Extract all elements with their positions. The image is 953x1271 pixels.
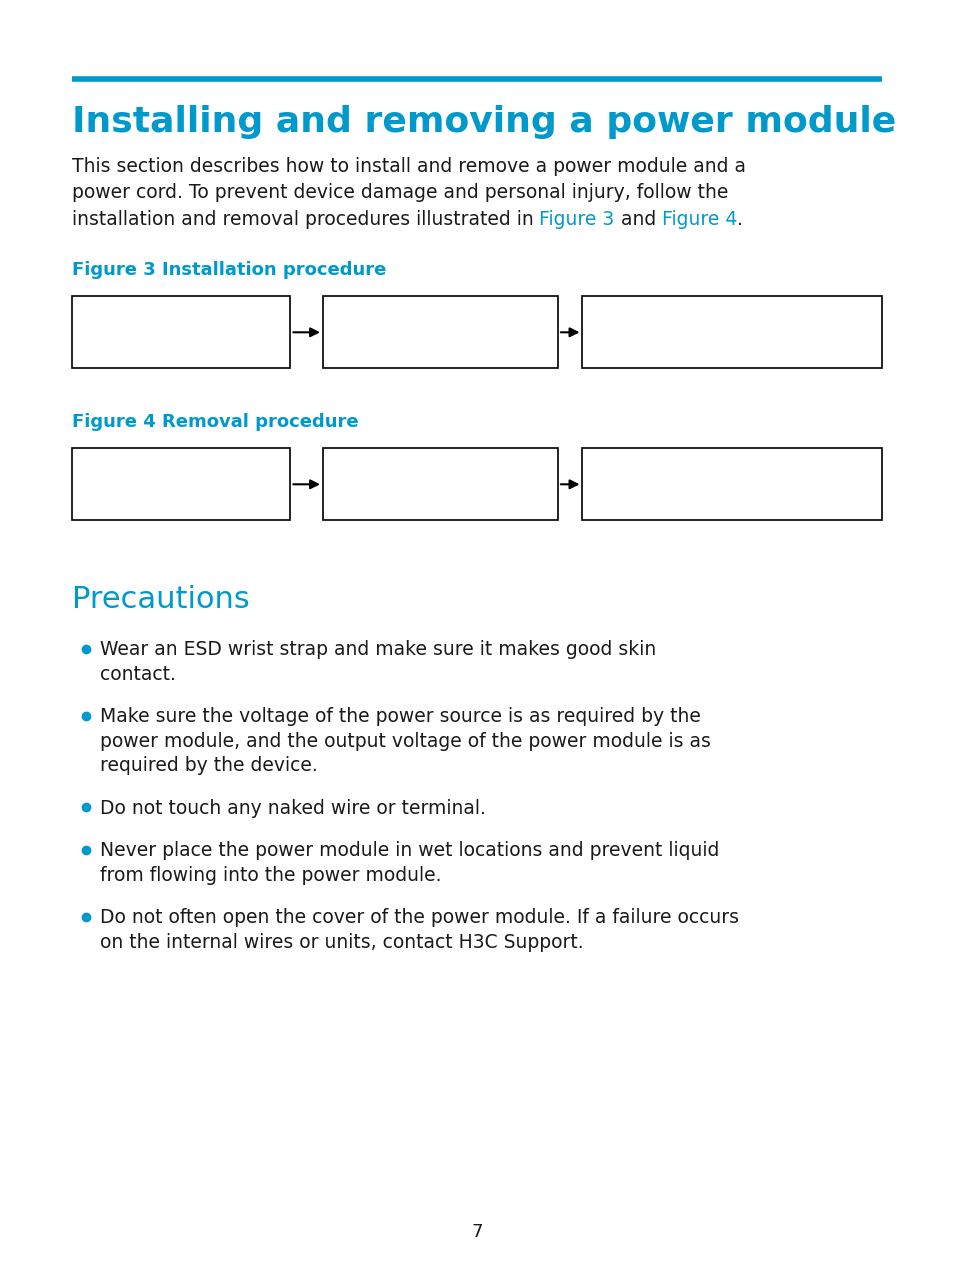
Text: Figure 3: Figure 3 bbox=[538, 210, 614, 229]
Bar bbox=[322, 296, 558, 369]
Text: and: and bbox=[614, 210, 661, 229]
Text: This section describes how to install and remove a power module and a: This section describes how to install an… bbox=[71, 156, 744, 175]
Bar bbox=[71, 296, 290, 369]
Bar bbox=[71, 449, 290, 520]
Text: Do not touch any naked wire or terminal.: Do not touch any naked wire or terminal. bbox=[99, 798, 485, 817]
Text: Precautions: Precautions bbox=[71, 586, 249, 614]
Text: Make sure the voltage of the power source is as required by the: Make sure the voltage of the power sourc… bbox=[99, 707, 700, 726]
Text: power cord. To prevent device damage and personal injury, follow the: power cord. To prevent device damage and… bbox=[71, 183, 727, 202]
Text: Wear an ESD wrist strap and make sure it makes good skin: Wear an ESD wrist strap and make sure it… bbox=[99, 641, 655, 660]
Text: .: . bbox=[737, 210, 742, 229]
Text: Installing and removing a power module: Installing and removing a power module bbox=[71, 104, 895, 139]
Text: Figure 4: Figure 4 bbox=[661, 210, 737, 229]
Text: Never place the power module in wet locations and prevent liquid: Never place the power module in wet loca… bbox=[99, 841, 719, 860]
Text: required by the device.: required by the device. bbox=[99, 756, 317, 775]
Text: Figure 3 Installation procedure: Figure 3 Installation procedure bbox=[71, 262, 386, 280]
Bar bbox=[581, 449, 882, 520]
Text: power module, and the output voltage of the power module is as: power module, and the output voltage of … bbox=[99, 732, 710, 751]
Text: Do not often open the cover of the power module. If a failure occurs: Do not often open the cover of the power… bbox=[99, 909, 738, 928]
Text: from flowing into the power module.: from flowing into the power module. bbox=[99, 866, 440, 885]
Text: Figure 4 Removal procedure: Figure 4 Removal procedure bbox=[71, 413, 357, 431]
Text: 7: 7 bbox=[471, 1223, 482, 1240]
Bar bbox=[581, 296, 882, 369]
Bar bbox=[322, 449, 558, 520]
Text: on the internal wires or units, contact H3C Support.: on the internal wires or units, contact … bbox=[99, 933, 582, 952]
Text: installation and removal procedures illustrated in: installation and removal procedures illu… bbox=[71, 210, 538, 229]
Text: contact.: contact. bbox=[99, 665, 175, 684]
